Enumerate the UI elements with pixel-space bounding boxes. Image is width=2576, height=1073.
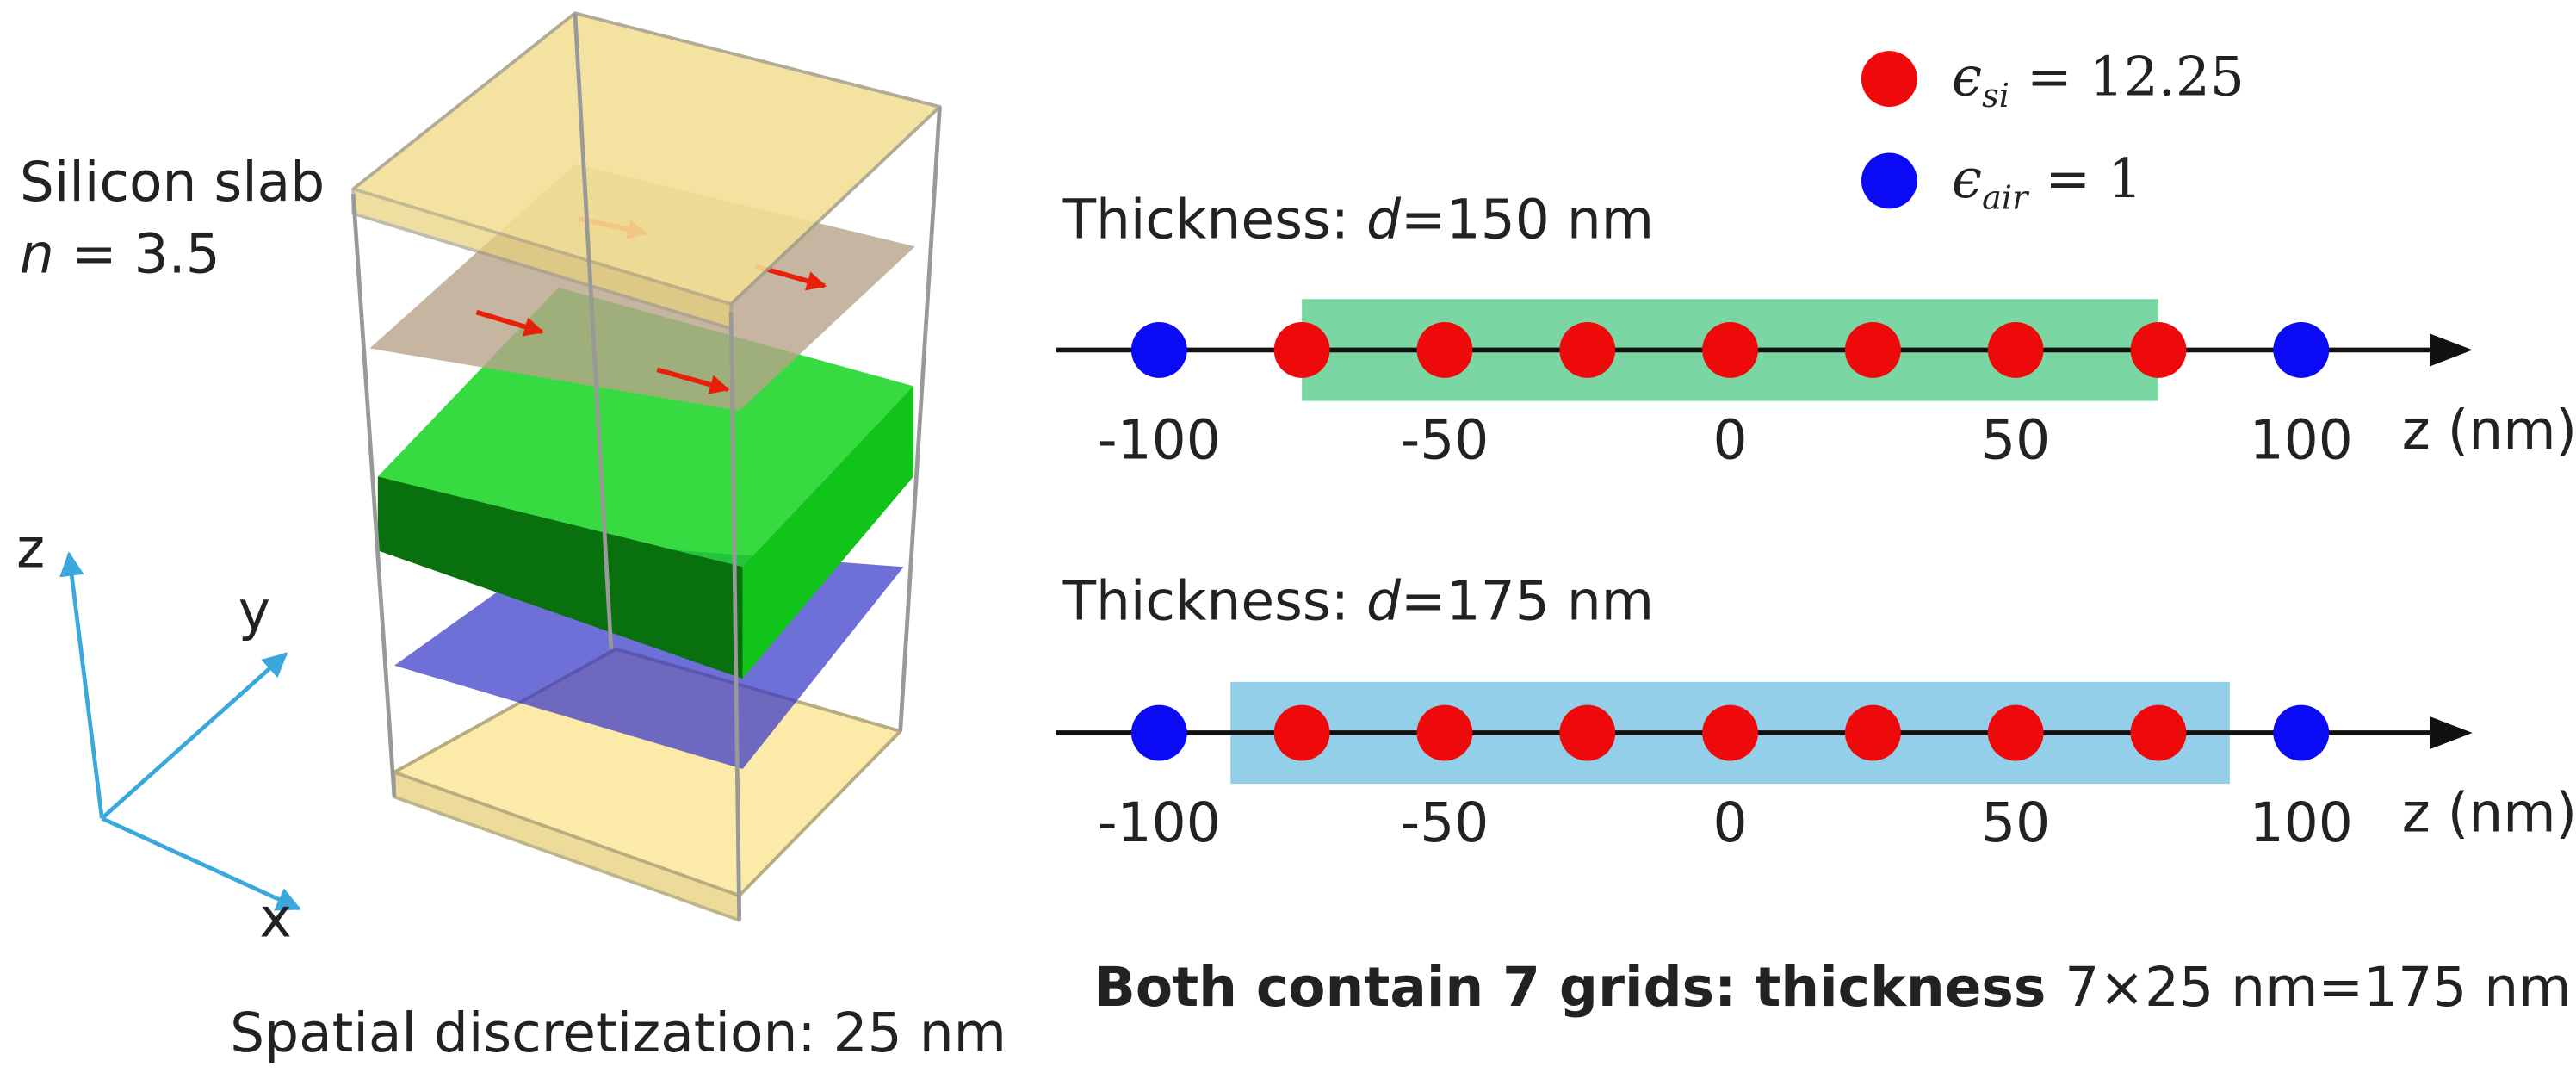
index-value: = 3.5 xyxy=(71,223,220,286)
caption-rest: 7×25 nm=175 nm xyxy=(2065,956,2571,1019)
slab-3d xyxy=(350,11,942,922)
legend-text: = 1 xyxy=(2028,147,2142,210)
axis-arrow xyxy=(2430,333,2473,367)
grid-point xyxy=(2273,321,2330,378)
tick-label: 100 xyxy=(2250,791,2353,854)
slab-index: n = 3.5 xyxy=(20,223,220,286)
grid-point xyxy=(1559,321,1616,378)
tick-label: -100 xyxy=(1098,408,1221,471)
legend-symbol: ϵ xyxy=(1952,46,1982,109)
caption-right: Both contain 7 grids: thickness 7×25 nm=… xyxy=(1094,956,2572,1019)
legend-symbol: ϵ xyxy=(1952,147,1982,210)
grid-point xyxy=(1987,704,2044,761)
axis-x-label: x xyxy=(260,887,292,950)
tick-label: -50 xyxy=(1401,408,1489,471)
axis-y-label: y xyxy=(238,580,270,642)
legend-sub: si xyxy=(1982,77,2009,115)
caption-bold: Both contain 7 grids: thickness xyxy=(1094,956,2065,1019)
index-symbol: n xyxy=(20,223,54,286)
legend-text: = 12.25 xyxy=(2009,46,2245,109)
grid-point xyxy=(1416,704,1473,761)
title-suffix: =175 nm xyxy=(1401,569,1654,632)
panel-title: Thickness: d=150 nm xyxy=(1062,189,1654,251)
caption-left: Spatial discretization: 25 nm xyxy=(230,1002,1006,1064)
grid-point xyxy=(2273,704,2330,761)
grid-point xyxy=(1416,321,1473,378)
grid-point xyxy=(1559,704,1616,761)
grid-point xyxy=(1702,704,1758,761)
grid-point xyxy=(1987,321,2044,378)
panel-title: Thickness: d=175 nm xyxy=(1062,569,1654,632)
grid-point xyxy=(1273,321,1330,378)
legend-sub: air xyxy=(1982,178,2030,216)
tick-label: -50 xyxy=(1401,791,1489,854)
tick-label: 100 xyxy=(2250,408,2353,471)
title-var: d xyxy=(1366,569,1402,632)
tick-label: 50 xyxy=(1981,791,2050,854)
tick-label: 50 xyxy=(1981,408,2050,471)
title-prefix: Thickness: xyxy=(1062,569,1366,632)
grid-point xyxy=(1844,321,1901,378)
grid-point xyxy=(2130,704,2187,761)
title-var: d xyxy=(1366,189,1402,251)
axis-z-label: z xyxy=(16,517,45,580)
slab-label: Silicon slab xyxy=(20,151,325,214)
legend-label: ϵsi = 12.25 xyxy=(1952,46,2245,115)
tick-label: 0 xyxy=(1713,408,1748,471)
grid-point xyxy=(2130,321,2187,378)
grid-point xyxy=(1130,704,1187,761)
tick-label: 0 xyxy=(1713,791,1748,854)
grid-point xyxy=(1273,704,1330,761)
grid-point xyxy=(1702,321,1758,378)
legend-dot xyxy=(1861,51,1917,108)
axis-arrow xyxy=(2430,716,2473,750)
tick-label: -100 xyxy=(1098,791,1221,854)
axis-label: z (nm) xyxy=(2402,399,2576,462)
title-suffix: =150 nm xyxy=(1401,189,1654,251)
grid-point xyxy=(1130,321,1187,378)
grid-point xyxy=(1844,704,1901,761)
axes-3d xyxy=(59,551,301,911)
axis-label: z (nm) xyxy=(2402,782,2576,845)
legend-dot xyxy=(1861,152,1917,209)
legend-label: ϵair = 1 xyxy=(1952,147,2142,216)
title-prefix: Thickness: xyxy=(1062,189,1366,251)
